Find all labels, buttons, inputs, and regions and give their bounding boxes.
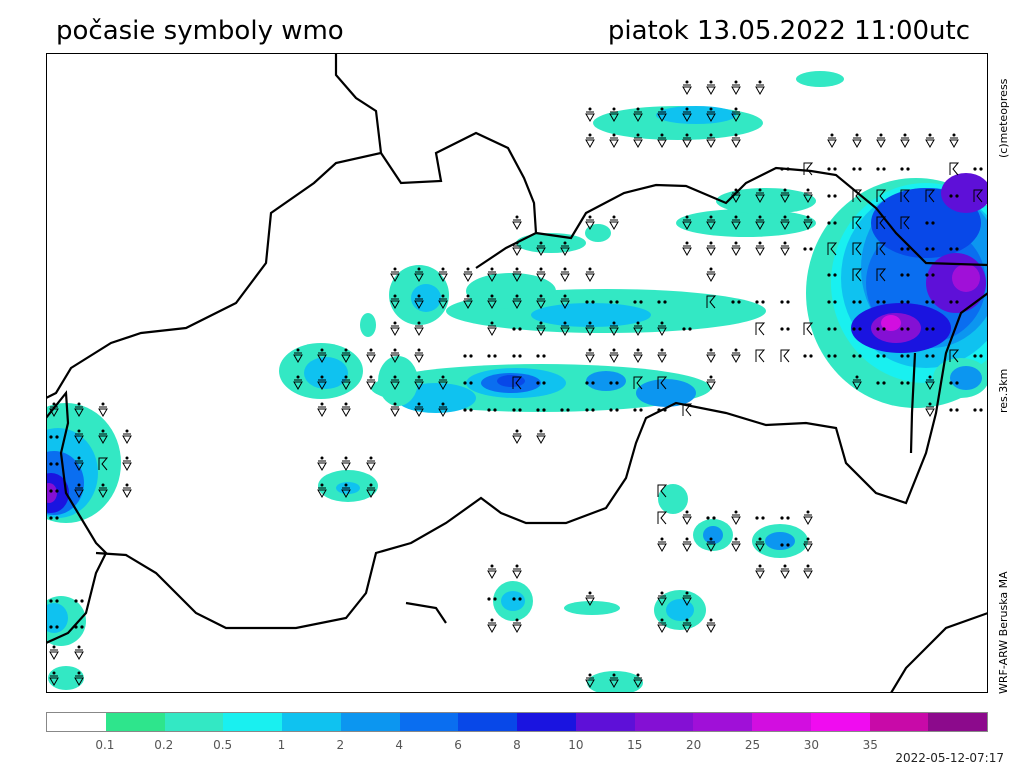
legend-swatch [575,713,635,731]
legend-label: 0.2 [154,738,174,752]
legend-label: 1 [277,738,286,752]
legend-label: 0.5 [213,738,233,752]
map-canvas [46,53,988,693]
legend-swatch [399,713,459,731]
legend-label: 0.1 [95,738,115,752]
legend-swatch [693,713,752,731]
legend-label: 8 [513,738,521,752]
legend-label: 35 [862,738,878,752]
legend-label: 6 [454,738,462,752]
legend-swatch [458,713,517,731]
legend-label: 2 [336,738,345,752]
legend-swatch [164,713,224,731]
legend-swatch [810,713,870,731]
run-timestamp: 2022-05-12-07:17 [895,751,1004,765]
model-label: WRF-ARW Beruska MA [997,571,1010,694]
country-borders [46,53,988,693]
legend-swatch [752,713,811,731]
legend-swatch [340,713,400,731]
precipitation-legend [46,712,988,732]
legend-label: 15 [627,738,643,752]
legend-swatch [634,713,694,731]
legend-swatch [47,713,106,731]
legend-swatch [223,713,282,731]
legend-label: 4 [395,738,404,752]
legend-swatch [517,713,576,731]
legend-swatch [928,713,987,731]
legend-swatch [869,713,929,731]
precipitation-map [46,53,988,693]
legend-label: 20 [685,738,702,752]
legend-swatch [105,713,165,731]
copyright-label: (c)meteopress [997,78,1010,158]
legend-label: 30 [803,738,820,752]
map-title: počasie symboly wmo [56,16,344,46]
resolution-label: res.3km [997,368,1010,413]
legend-label: 10 [568,738,584,752]
legend-swatch [282,713,341,731]
legend-label: 25 [744,738,761,752]
forecast-datetime: piatok 13.05.2022 11:00utc [607,16,970,46]
